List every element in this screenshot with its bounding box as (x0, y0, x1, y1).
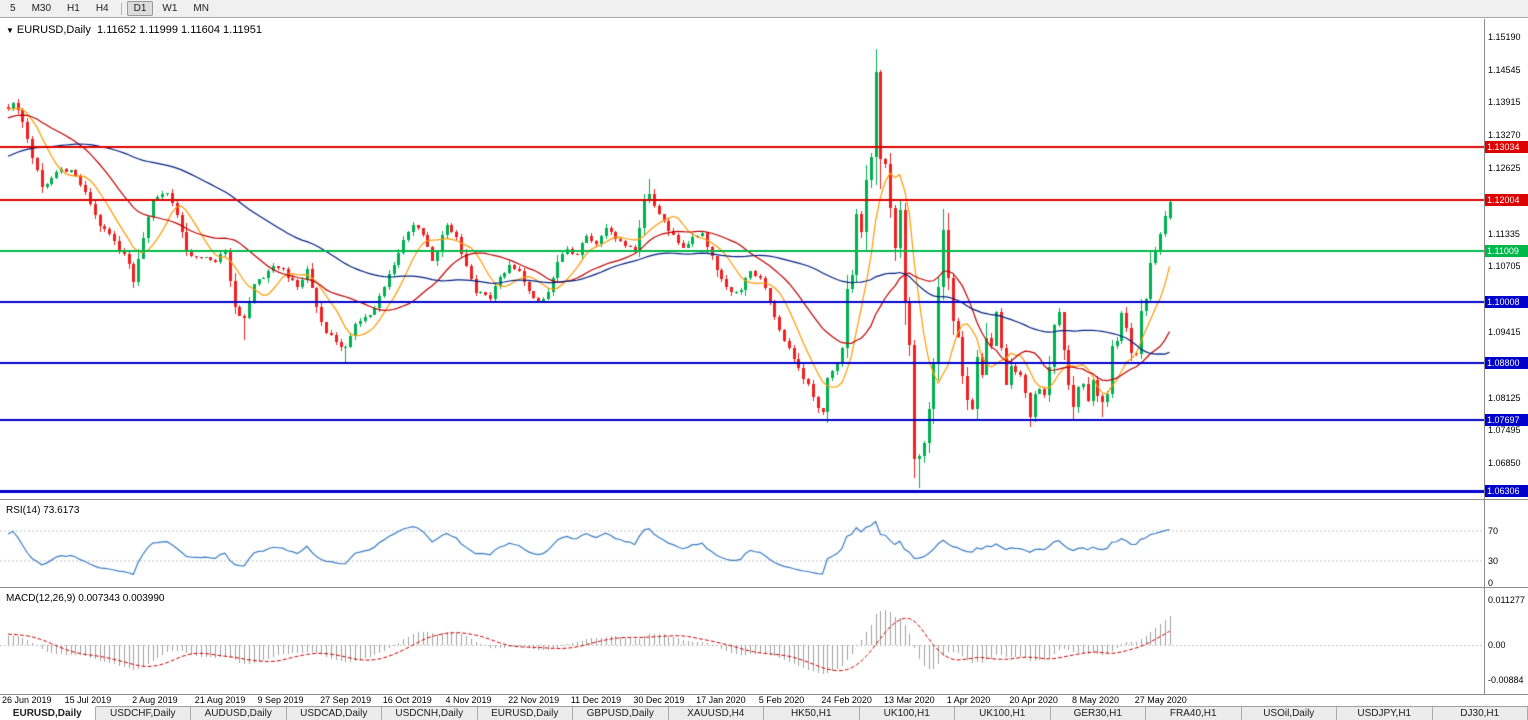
date-tick-label: 27 May 2020 (1134, 695, 1187, 705)
date-tick-label: 22 Nov 2019 (508, 695, 560, 705)
date-tick-label: 20 Apr 2020 (1009, 695, 1058, 705)
timeframe-button-h1[interactable]: H1 (67, 3, 80, 14)
price-line-label: 1.13034 (1485, 141, 1528, 154)
date-tick-label: 30 Dec 2019 (633, 695, 685, 705)
price-tick: 1.14545 (1488, 64, 1521, 75)
toolbar-separator (120, 2, 122, 15)
chart-tab-dj30-h1[interactable]: DJ30,H1 (1432, 707, 1528, 720)
price-axis[interactable]: 1.15190 1.14545 1.13915 1.13270 1.12625 1.113… (1484, 19, 1528, 499)
timeframe-button-d1[interactable]: D1 (126, 1, 154, 16)
time-axis[interactable]: 26 Jun 2019 15 Jul 2019 2 Aug 2019 21 Aug 2… (0, 695, 1528, 706)
timeframe-button-5[interactable]: 5 (10, 3, 16, 14)
chart-tab-usdcad-daily[interactable]: USDCAD,Daily (286, 707, 382, 720)
price-tick: 1.11335 (1488, 228, 1520, 239)
macd-scale-label: 0.011277 (1488, 595, 1525, 605)
date-tick-label: 9 Sep 2019 (257, 695, 304, 705)
macd-scale-label: 0.00 (1488, 640, 1506, 650)
date-tick-label: 17 Jan 2020 (696, 695, 746, 705)
chart-tab-hk50-h1[interactable]: HK50,H1 (764, 707, 860, 720)
macd-panel: MACD(12,26,9) 0.007343 0.003990 0.011277… (0, 588, 1528, 695)
price-tick: 1.12625 (1488, 163, 1521, 173)
price-tick: 1.09415 (1488, 326, 1521, 337)
price-chart-canvas[interactable] (0, 19, 1484, 499)
chart-tab-usdcnh-daily[interactable]: USDCNH,Daily (382, 707, 478, 720)
date-tick-label: 11 Dec 2019 (570, 695, 622, 705)
timeframe-button-h4[interactable]: H4 (95, 3, 109, 14)
rsi-level-label: 70 (1488, 525, 1499, 536)
macd-scale-label: -0.00884 (1488, 675, 1524, 686)
price-tick: 1.06850 (1488, 457, 1521, 468)
rsi-chart-canvas[interactable] (0, 500, 1484, 587)
price-tick: 1.13270 (1488, 130, 1521, 141)
chart-tab-usoil-daily[interactable]: USOil,Daily (1241, 707, 1337, 720)
date-tick-label: 4 Nov 2019 (445, 695, 492, 705)
chart-tab-uk100-h1[interactable]: UK100,H1 (955, 707, 1051, 720)
date-tick-label: 5 Feb 2020 (758, 695, 805, 705)
symbol-dropdown-icon[interactable]: ▼ (6, 26, 14, 35)
price-tick: 1.07495 (1488, 425, 1521, 436)
date-tick-label: 1 Apr 2020 (946, 695, 991, 705)
chart-tab-fra40-h1[interactable]: FRA40,H1 (1146, 707, 1242, 720)
date-tick-label: 2 Aug 2019 (132, 695, 178, 705)
timeframe-toolbar: 5 M30 H1 H4 D1 W1 MN (0, 0, 1528, 18)
price-line-label: 1.11009 (1485, 244, 1528, 257)
chart-symbol-label: EURUSD,Daily (16, 24, 91, 36)
chart-tab-audusd-daily[interactable]: AUDUSD,Daily (191, 707, 287, 720)
chart-tab-ger30-h1[interactable]: GER30,H1 (1050, 707, 1146, 720)
chart-title: ▼ EURUSD,Daily 1.11652 1.11999 1.11604 1.… (6, 24, 262, 36)
date-tick-label: 21 Aug 2019 (194, 695, 246, 705)
timeframe-button-m30[interactable]: M30 (31, 3, 52, 14)
price-line-label: 1.08800 (1485, 357, 1528, 370)
main-chart-panel: ▼ EURUSD,Daily 1.11652 1.11999 1.11604 1.… (0, 19, 1528, 500)
chart-ohlc-values: 1.11652 1.11999 1.11604 1.11951 (97, 24, 262, 36)
chart-tab-usdchf-daily[interactable]: USDCHF,Daily (95, 707, 191, 720)
rsi-axis[interactable]: 70 30 0 (1484, 500, 1528, 588)
macd-chart-canvas[interactable] (0, 588, 1484, 694)
rsi-panel: RSI(14) 73.6173 70 30 0 (0, 500, 1528, 588)
date-tick-label: 16 Oct 2019 (382, 695, 432, 705)
price-line-label: 1.12004 (1485, 193, 1528, 206)
chart-tab-eurusd-daily[interactable]: EURUSD,Daily (477, 707, 573, 720)
date-tick-label: 27 Sep 2019 (320, 695, 372, 705)
price-tick: 1.13915 (1488, 97, 1521, 108)
chart-tab-gbpusd-daily[interactable]: GBPUSD,Daily (573, 707, 669, 720)
chart-tab-uk100-h1[interactable]: UK100,H1 (859, 707, 955, 720)
rsi-title: RSI(14) 73.6173 (6, 505, 80, 516)
price-tick: 1.15190 (1488, 31, 1521, 42)
date-tick-label: 8 May 2020 (1072, 695, 1120, 705)
date-tick-label: 15 Jul 2019 (64, 695, 112, 705)
date-tick-label: 13 Mar 2020 (884, 695, 935, 705)
chart-tab-xauusd-h4[interactable]: XAUUSD,H4 (668, 707, 764, 720)
timeframe-button-w1[interactable]: W1 (162, 3, 178, 14)
macd-axis[interactable]: 0.011277 0.00 -0.00884 (1484, 588, 1528, 694)
rsi-level-label: 30 (1488, 555, 1499, 566)
price-line-label: 1.10008 (1485, 295, 1528, 308)
rsi-level-label: 0 (1488, 578, 1494, 588)
chart-tab-usdjpy-h1[interactable]: USDJPY,H1 (1337, 707, 1433, 720)
price-line-label: 1.07697 (1485, 413, 1528, 426)
price-tick: 1.08125 (1488, 392, 1521, 403)
chart-tab-eurusd-daily[interactable]: EURUSD,Daily (0, 706, 96, 720)
price-tick: 1.10705 (1488, 261, 1521, 272)
date-tick-label: 26 Jun 2019 (2, 695, 52, 705)
date-tick-label: 24 Feb 2020 (821, 695, 872, 705)
price-line-label: 1.06306 (1485, 484, 1528, 497)
macd-title: MACD(12,26,9) 0.007343 0.003990 (6, 593, 165, 604)
chart-tab-bar: EURUSD,Daily USDCHF,Daily AUDUSD,Daily USDC… (0, 706, 1528, 720)
timeframe-button-mn[interactable]: MN (193, 3, 209, 14)
